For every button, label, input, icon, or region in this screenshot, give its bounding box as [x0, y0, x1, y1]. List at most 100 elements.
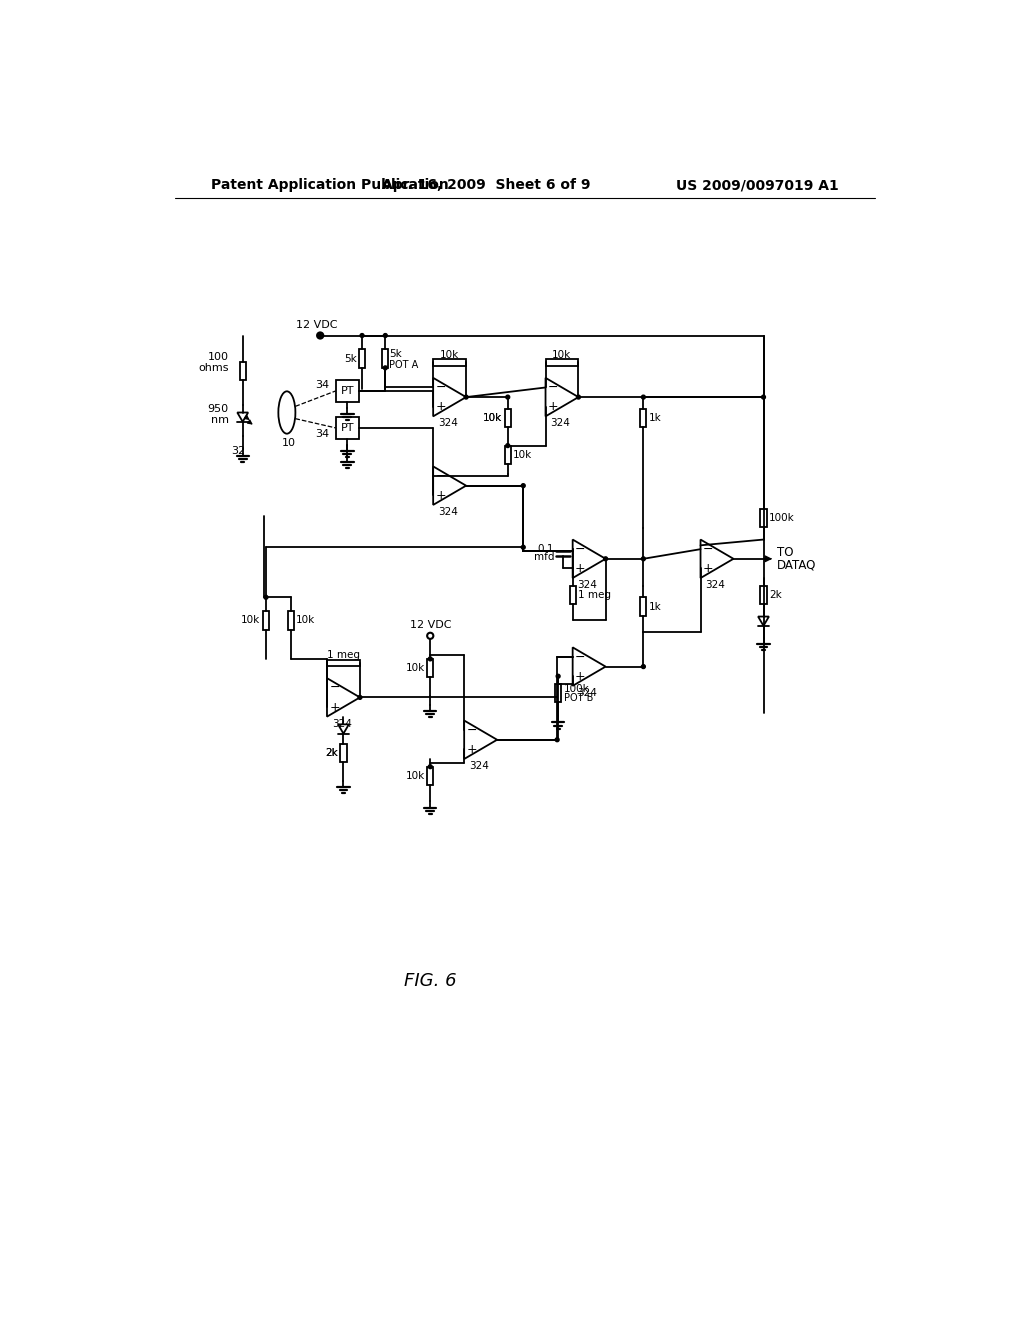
- Text: +: +: [575, 562, 586, 576]
- Bar: [555, 684, 561, 702]
- Text: Patent Application Publication: Patent Application Publication: [211, 178, 449, 193]
- Circle shape: [428, 657, 432, 661]
- Text: 10k: 10k: [513, 450, 532, 459]
- Text: 950: 950: [208, 404, 228, 414]
- Bar: [761, 586, 767, 605]
- Bar: [640, 409, 646, 428]
- Text: 324: 324: [578, 688, 598, 698]
- Circle shape: [577, 395, 581, 399]
- Text: +: +: [575, 669, 586, 682]
- Circle shape: [521, 545, 525, 549]
- Text: 100k: 100k: [769, 513, 795, 523]
- Circle shape: [358, 696, 361, 700]
- Bar: [359, 350, 366, 368]
- Text: +: +: [548, 400, 559, 413]
- Bar: [761, 508, 767, 527]
- Text: 12 VDC: 12 VDC: [296, 319, 338, 330]
- Bar: [263, 611, 269, 630]
- Text: 324: 324: [438, 507, 458, 517]
- Text: 324: 324: [578, 579, 598, 590]
- Text: 32: 32: [231, 446, 245, 455]
- Circle shape: [264, 595, 268, 599]
- Circle shape: [604, 557, 607, 561]
- Circle shape: [555, 738, 559, 742]
- Text: 0.1: 0.1: [538, 544, 554, 554]
- Text: +: +: [435, 400, 446, 413]
- Text: 10k: 10k: [296, 615, 315, 626]
- Text: 2k: 2k: [326, 748, 338, 758]
- Text: 324: 324: [438, 418, 458, 428]
- Bar: [505, 409, 511, 428]
- Text: 1k: 1k: [649, 602, 662, 611]
- Text: 324: 324: [469, 760, 489, 771]
- Bar: [427, 659, 433, 677]
- Text: 5k: 5k: [344, 354, 356, 363]
- Text: 10k: 10k: [483, 413, 503, 422]
- Text: 34: 34: [315, 380, 330, 389]
- Text: −: −: [575, 543, 586, 556]
- Text: Apr. 16, 2009  Sheet 6 of 9: Apr. 16, 2009 Sheet 6 of 9: [382, 178, 590, 193]
- Text: −: −: [467, 723, 477, 737]
- Text: 2k: 2k: [769, 590, 781, 601]
- Text: 1 meg: 1 meg: [579, 590, 611, 601]
- Text: POT B: POT B: [563, 693, 593, 702]
- Text: mfd: mfd: [534, 552, 554, 562]
- Circle shape: [641, 665, 645, 668]
- Text: 10k: 10k: [483, 413, 503, 422]
- Bar: [427, 767, 433, 785]
- Bar: [240, 362, 246, 380]
- Circle shape: [641, 395, 645, 399]
- Text: FIG. 6: FIG. 6: [403, 972, 457, 990]
- Text: −: −: [435, 381, 446, 393]
- Text: 10: 10: [282, 438, 296, 449]
- Text: 1 meg: 1 meg: [327, 649, 359, 660]
- Text: DATAQ: DATAQ: [777, 558, 816, 572]
- Text: −: −: [548, 381, 558, 393]
- Text: 10k: 10k: [439, 350, 459, 360]
- Circle shape: [464, 395, 468, 399]
- Circle shape: [383, 334, 387, 338]
- Circle shape: [556, 675, 560, 678]
- Circle shape: [762, 395, 765, 399]
- Text: 10k: 10k: [242, 615, 260, 626]
- Bar: [433, 359, 466, 366]
- Text: 324: 324: [332, 718, 352, 729]
- Text: −: −: [435, 470, 446, 483]
- Circle shape: [641, 557, 645, 561]
- Text: 324: 324: [706, 579, 725, 590]
- Text: ohms: ohms: [199, 363, 228, 372]
- Text: nm: nm: [211, 416, 228, 425]
- Circle shape: [360, 334, 364, 338]
- Text: US 2009/0097019 A1: US 2009/0097019 A1: [676, 178, 839, 193]
- Circle shape: [383, 366, 387, 370]
- Text: −: −: [330, 681, 340, 694]
- Bar: [382, 350, 388, 368]
- Text: POT A: POT A: [389, 360, 419, 370]
- Text: +: +: [702, 562, 714, 576]
- Circle shape: [318, 334, 323, 338]
- Circle shape: [506, 444, 510, 447]
- Text: 10k: 10k: [406, 663, 425, 673]
- Text: 324: 324: [551, 418, 570, 428]
- Text: −: −: [575, 651, 586, 664]
- Text: +: +: [330, 701, 340, 714]
- Text: 2k: 2k: [326, 748, 338, 758]
- Bar: [336, 417, 359, 438]
- Circle shape: [428, 764, 432, 768]
- Bar: [505, 446, 511, 465]
- Circle shape: [521, 483, 525, 487]
- Text: 1k: 1k: [649, 413, 662, 422]
- Text: 34: 34: [315, 429, 330, 440]
- Bar: [327, 660, 359, 665]
- Bar: [640, 597, 646, 615]
- Text: +: +: [467, 743, 477, 756]
- Text: 12 VDC: 12 VDC: [410, 620, 451, 630]
- Bar: [336, 380, 359, 401]
- Text: PT: PT: [341, 422, 354, 433]
- Text: −: −: [703, 543, 714, 556]
- Text: 100k: 100k: [563, 684, 589, 693]
- Text: +: +: [435, 488, 446, 502]
- Text: 5k: 5k: [389, 348, 402, 359]
- Bar: [288, 611, 294, 630]
- Bar: [340, 743, 346, 762]
